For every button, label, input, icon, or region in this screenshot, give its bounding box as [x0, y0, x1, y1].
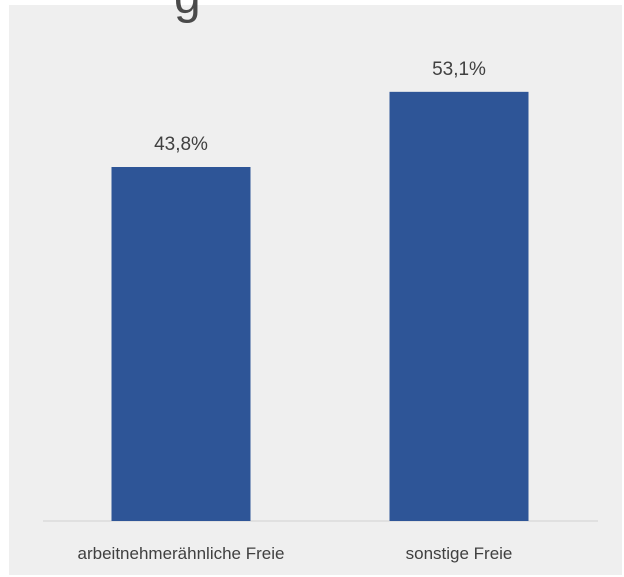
- x-tick-label-1: sonstige Freie: [406, 544, 513, 563]
- bar-1: [389, 91, 529, 521]
- chart-title-fragment: g: [174, 0, 201, 22]
- bar-0: [111, 167, 251, 521]
- bar-value-label-1: 53,1%: [432, 59, 486, 80]
- x-tick-label-0: arbeitnehmerähnliche Freie: [78, 544, 285, 563]
- bar-value-label-0: 43,8%: [154, 134, 208, 155]
